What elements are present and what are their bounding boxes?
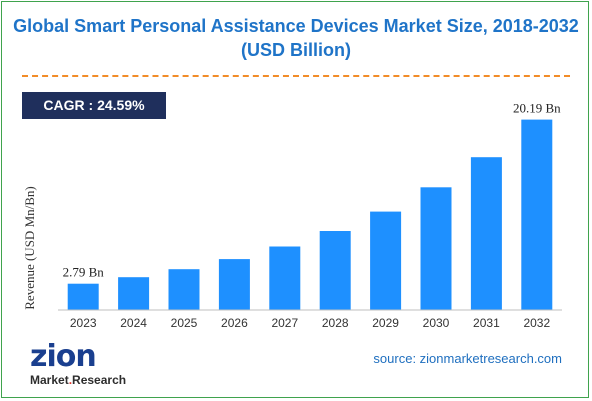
x-tick-2032: 2032 (523, 316, 550, 330)
x-tick-2030: 2030 (423, 316, 450, 330)
data-label-2023: 2.79 Bn (63, 265, 105, 280)
x-tick-2024: 2024 (120, 316, 147, 330)
title-divider (22, 75, 570, 77)
bar-2032 (521, 119, 553, 310)
cagr-badge: CAGR : 24.59% (22, 92, 166, 119)
bar-2023 (67, 283, 99, 310)
bar-2025 (168, 269, 200, 310)
bar-2024 (118, 277, 150, 310)
bar-2027 (269, 246, 301, 310)
bars-group (67, 119, 553, 310)
data-labels: 2.79 Bn 20.19 Bn (63, 101, 562, 280)
bar-2030 (420, 187, 452, 310)
x-tick-2027: 2027 (271, 316, 298, 330)
logo-sub-right: Research (72, 373, 127, 387)
x-tick-2029: 2029 (372, 316, 399, 330)
bar-2031 (470, 157, 502, 310)
logo-sub-dot: . (68, 373, 73, 387)
bar-2026 (218, 259, 250, 310)
logo-subtitle: Market.Research (30, 373, 126, 387)
x-tick-labels: 2023 2024 2025 2026 2027 2028 2029 2030 2031 2032 (70, 316, 551, 330)
chart-title: Global Smart Personal Assistance Devices… (13, 16, 579, 60)
zion-logo: zion Market.Research (30, 341, 130, 391)
logo-sub-left: Market (30, 373, 69, 387)
source-text: source: zionmarketresearch.com (373, 351, 562, 366)
x-tick-2025: 2025 (171, 316, 198, 330)
x-tick-2026: 2026 (221, 316, 248, 330)
bar-2029 (370, 211, 402, 310)
bar-2028 (319, 231, 351, 310)
x-tick-2031: 2031 (473, 316, 500, 330)
x-tick-2028: 2028 (322, 316, 349, 330)
logo-word: zion (30, 339, 97, 374)
x-tick-2023: 2023 (70, 316, 97, 330)
data-label-2032: 20.19 Bn (513, 101, 561, 116)
